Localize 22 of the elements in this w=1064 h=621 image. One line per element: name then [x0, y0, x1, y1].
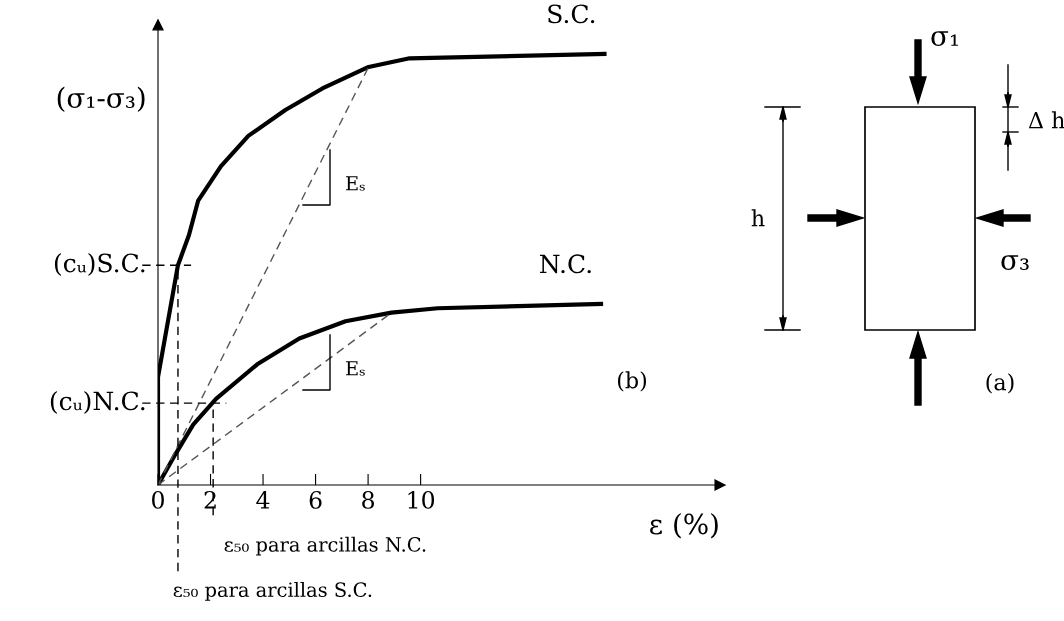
x-tick-label: 2 [204, 490, 216, 509]
x-tick-label: 0 [152, 490, 164, 509]
y-axis-title: (σ₁-σ₃) [57, 86, 145, 112]
series-label: N.C. [539, 254, 591, 274]
text: σ₁ [931, 31, 958, 47]
annotation: (b) [617, 371, 647, 392]
x-tick-label: 6 [309, 490, 322, 509]
ref-line-label: ε₅₀ para arcillas S.C. [173, 581, 372, 601]
text: (a) [986, 373, 1014, 394]
x-tick-label: 8 [362, 490, 375, 509]
ref-line-label: (cᵤ)S.C. [54, 253, 145, 276]
text: h [751, 209, 765, 227]
x-axis-title: ε (%) [650, 512, 718, 539]
x-tick-label: 4 [256, 490, 270, 509]
ref-line-label: (cᵤ)N.C. [50, 391, 145, 414]
ref-line-label: ε₅₀ para arcillas N.C. [224, 536, 426, 556]
annotation: Eₛ [346, 176, 365, 191]
x-tick-label: 10 [408, 490, 435, 509]
text: σ₃ [1001, 255, 1029, 271]
annotation: Eₛ [346, 361, 365, 376]
text: Δ h [1028, 111, 1064, 129]
series-label: S.C. [548, 4, 595, 24]
